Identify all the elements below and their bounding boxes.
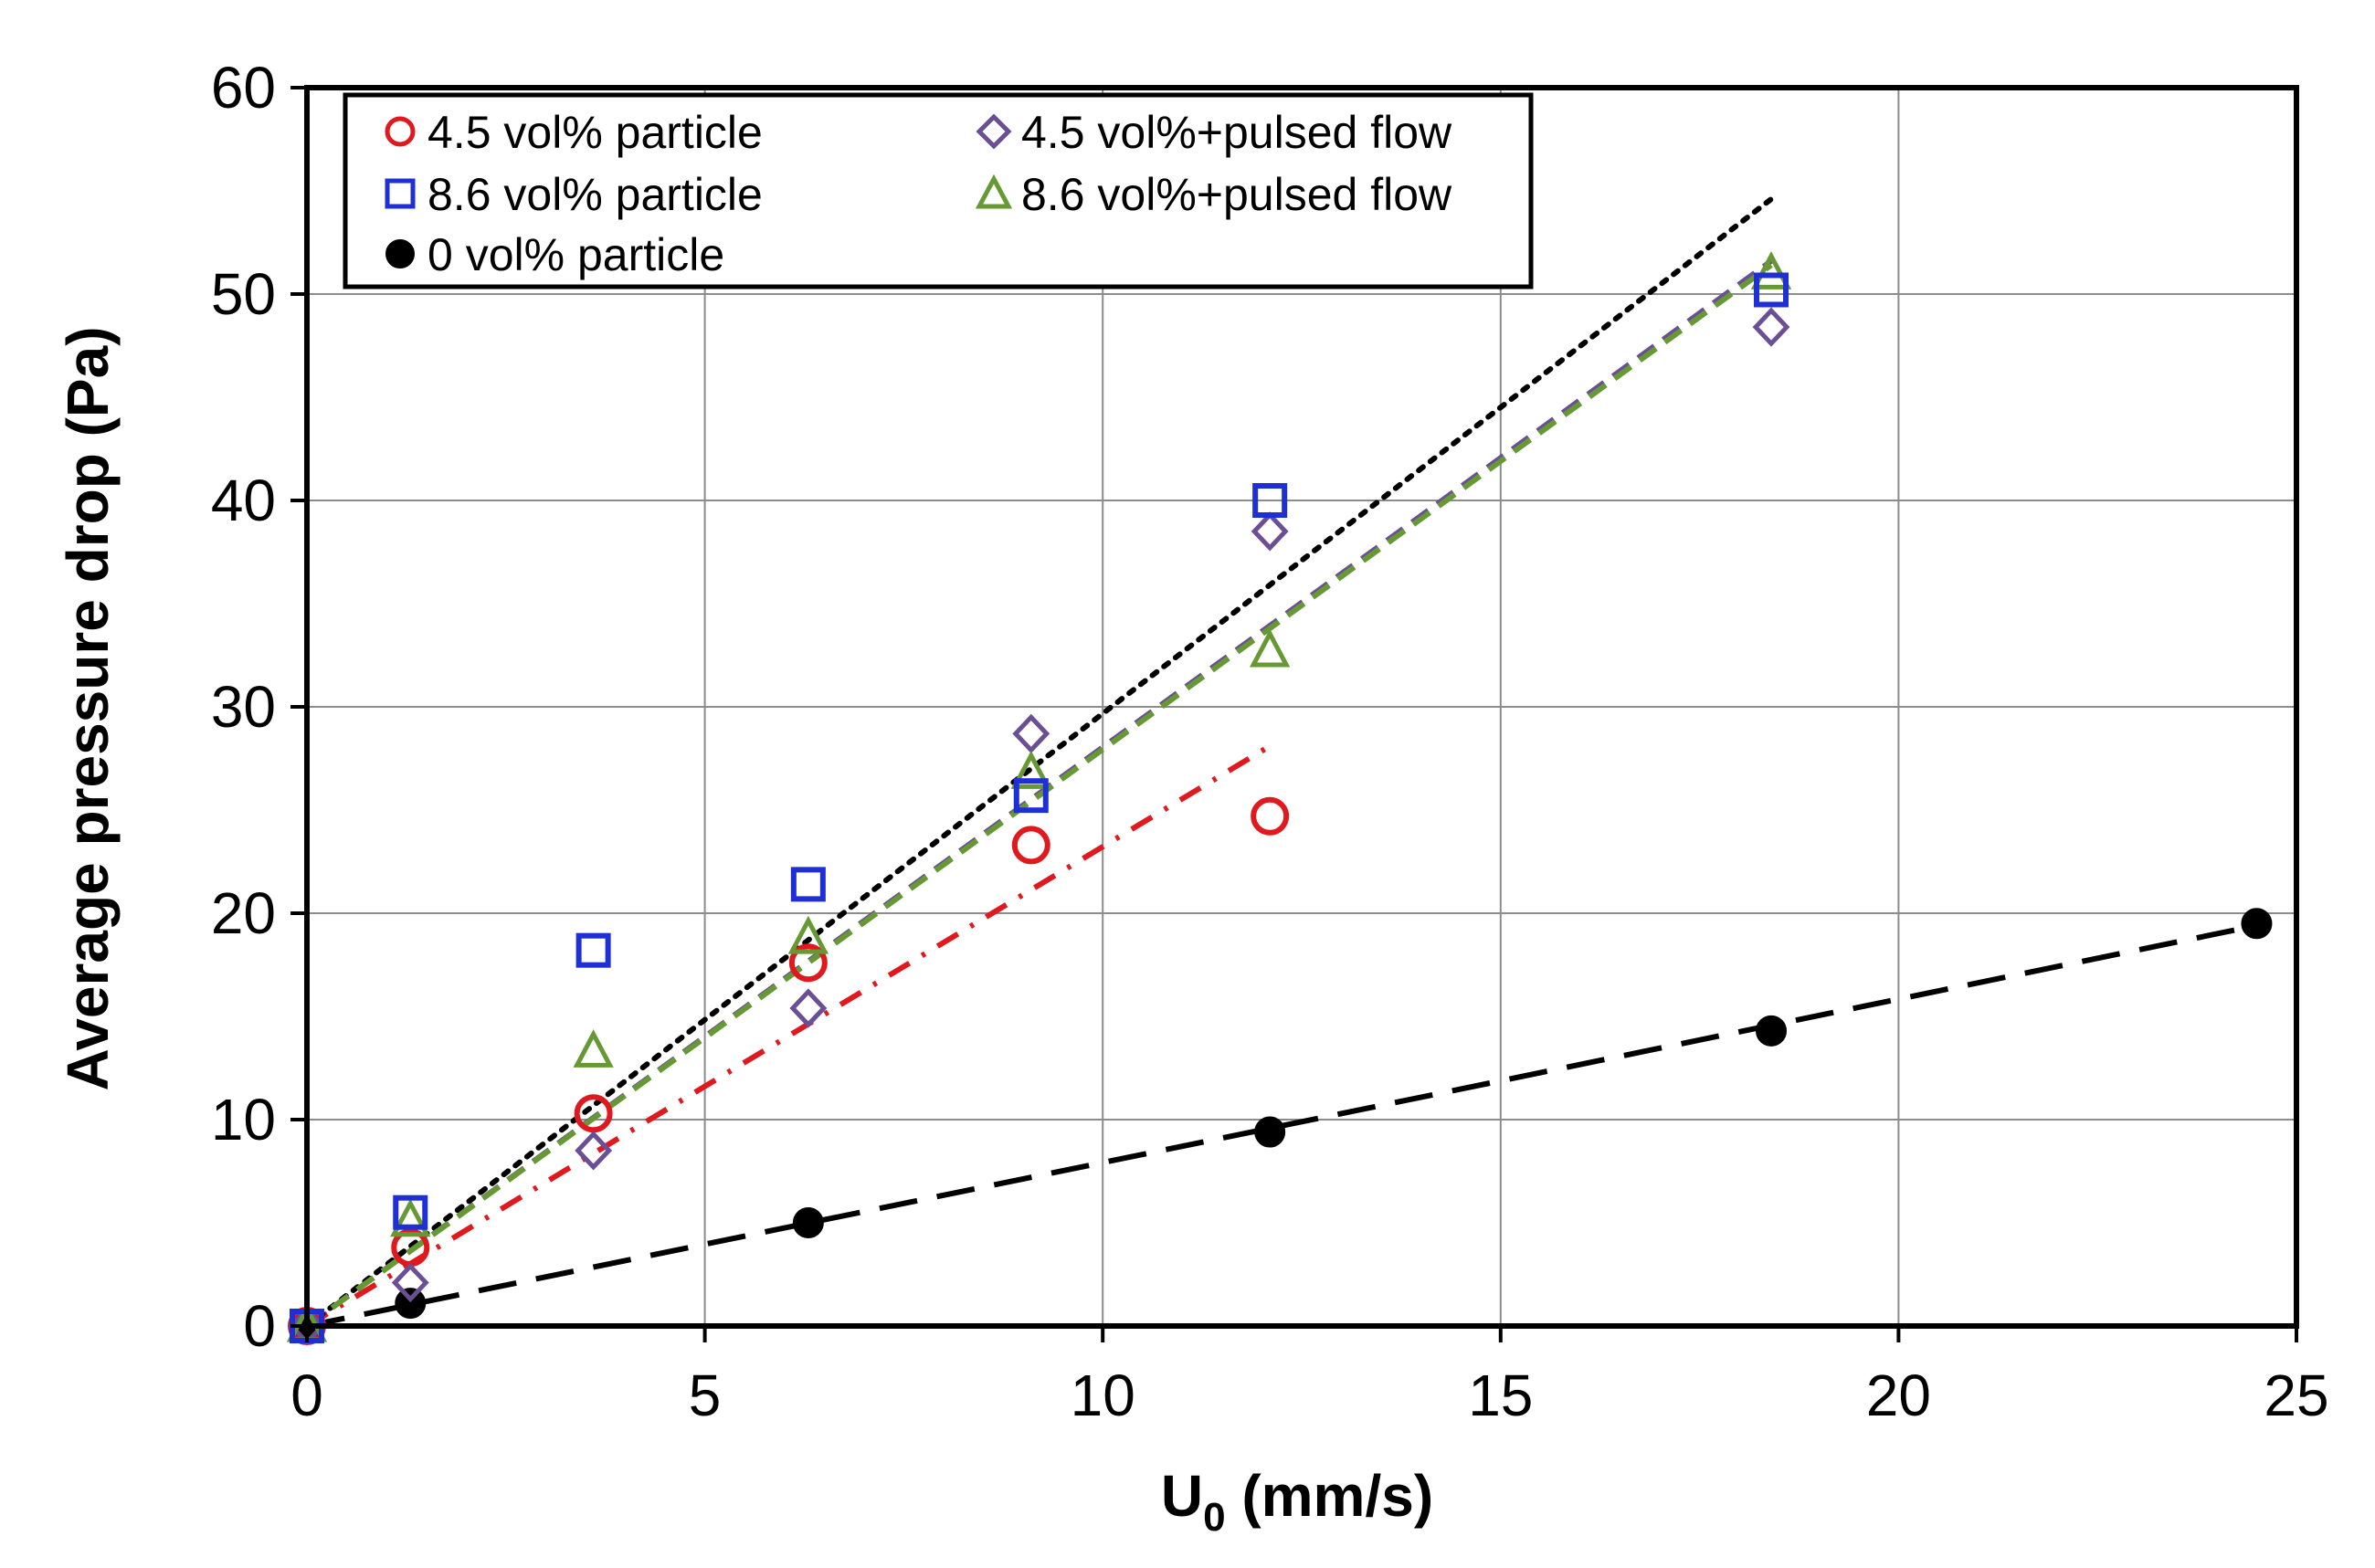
data-point (787, 915, 829, 954)
y-tick-label: 10 (211, 1087, 276, 1152)
data-point (1754, 272, 1789, 308)
data-point (788, 943, 828, 983)
legend-item: 4.5 vol%+pulsed flow (976, 107, 1452, 158)
y-tick-label: 50 (211, 261, 276, 327)
legend-marker-square-open (385, 178, 416, 209)
legend-label: 4.5 vol% particle (428, 107, 763, 158)
data-point (2241, 908, 2273, 940)
trend-line (305, 262, 1773, 1329)
data-point (1010, 750, 1051, 789)
x-tick-label: 5 (689, 1363, 722, 1428)
legend-label: 8.6 vol% particle (428, 169, 763, 220)
x-tick-label: 15 (1468, 1363, 1533, 1428)
legend-marker-triangle-open (975, 174, 1013, 209)
legend-marker-circle-filled (385, 239, 415, 268)
legend: 4.5 vol% particle 4.5 vol%+pulsed flow 8… (343, 92, 1534, 289)
legend-item: 4.5 vol% particle (385, 107, 763, 158)
data-point (792, 1207, 824, 1238)
data-point (1252, 483, 1288, 518)
data-point (1013, 778, 1049, 814)
y-tick-label: 40 (211, 468, 276, 533)
trend-line (305, 743, 1272, 1329)
data-point (391, 1262, 429, 1303)
y-tick-label: 60 (211, 55, 276, 121)
legend-item: 8.6 vol% particle (385, 169, 763, 220)
data-point (1752, 307, 1790, 347)
data-point (395, 1288, 427, 1320)
x-tick-label: 0 (290, 1363, 323, 1428)
x-axis-title: U0 (mm/s) (1161, 1463, 1433, 1540)
data-point (1011, 826, 1050, 865)
data-point (1012, 713, 1050, 754)
legend-box (343, 92, 1534, 289)
data-markers (286, 251, 2273, 1346)
legend-label: 4.5 vol%+pulsed flow (1021, 107, 1452, 158)
data-point (1251, 796, 1290, 836)
data-point (574, 1094, 613, 1133)
y-tick-label: 20 (211, 880, 276, 946)
trend-line (304, 196, 1775, 1329)
data-point (1249, 628, 1291, 668)
data-point (1750, 251, 1792, 289)
y-axis-title: Average pressure drop (Pa) (55, 326, 121, 1090)
legend-marker-circle-open (385, 116, 416, 147)
legend-label: 0 vol% particle (428, 229, 724, 280)
legend-item: 8.6 vol%+pulsed flow (975, 169, 1452, 220)
data-point (1251, 511, 1289, 552)
x-tick-label: 10 (1071, 1363, 1135, 1428)
data-point (393, 1194, 428, 1230)
legend-marker-diamond-open (976, 113, 1012, 150)
gridlines (307, 88, 2296, 1326)
data-point (575, 1131, 613, 1171)
data-point (573, 1029, 614, 1068)
legend-item: 0 vol% particle (385, 229, 724, 280)
data-point (1254, 1116, 1286, 1148)
y-tick-label: 30 (211, 674, 276, 740)
axis-ticks: 0 5 10 15 20 25 0 10 20 30 40 50 60 (211, 55, 2329, 1428)
data-point (790, 867, 826, 902)
data-point (1756, 1015, 1788, 1047)
legend-label: 8.6 vol%+pulsed flow (1021, 169, 1452, 220)
data-point (390, 1198, 431, 1237)
data-point (575, 932, 611, 968)
y-tick-label: 0 (243, 1293, 276, 1359)
data-point (789, 988, 828, 1028)
x-tick-label: 25 (2264, 1363, 2328, 1428)
x-tick-label: 20 (1866, 1363, 1931, 1428)
